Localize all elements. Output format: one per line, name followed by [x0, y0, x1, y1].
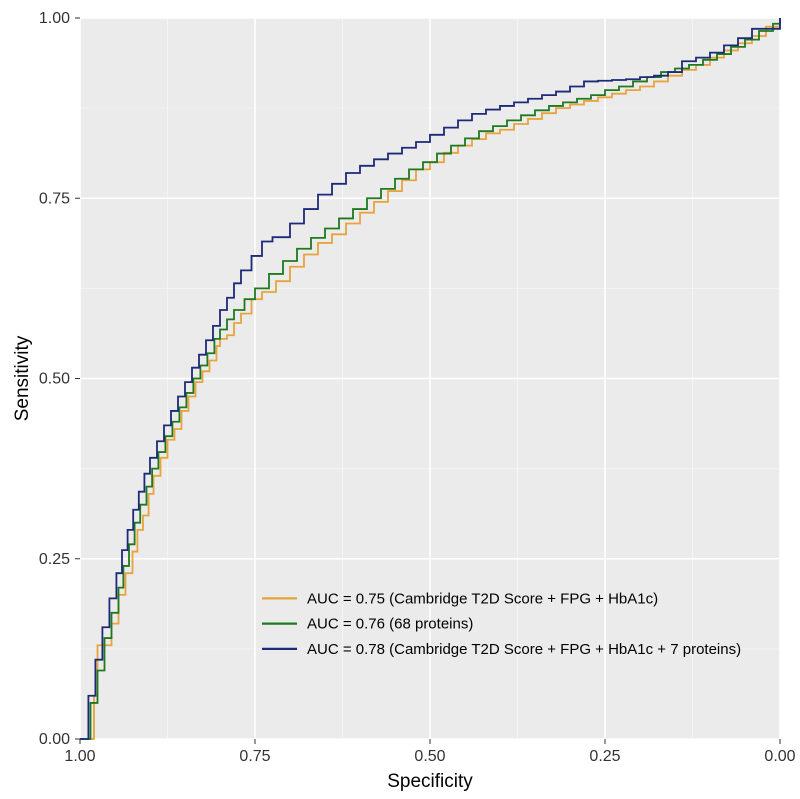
roc-chart: 1.00 0.75 0.50 0.25 0.00 0.00 0.25 0.50 0.75 1.00…	[0, 0, 800, 799]
x-axis-label: Specificity	[387, 771, 473, 792]
x-tick-label: 1.00	[64, 748, 95, 765]
y-tick-label: 0.25	[39, 551, 70, 568]
x-tick-label: 0.75	[239, 748, 270, 765]
legend-label: AUC = 0.75 (Cambridge T2D Score + FPG + …	[307, 590, 658, 607]
legend-label: AUC = 0.76 (68 proteins)	[307, 616, 473, 633]
y-tick-label: 0.75	[39, 190, 70, 207]
x-tick-label: 0.25	[589, 748, 620, 765]
y-tick-label: 0.00	[39, 731, 70, 748]
legend-label: AUC = 0.78 (Cambridge T2D Score + FPG + …	[307, 641, 741, 658]
x-tick-label: 0.00	[764, 748, 795, 765]
roc-svg: 1.00 0.75 0.50 0.25 0.00 0.00 0.25 0.50 0.75 1.00…	[0, 0, 800, 799]
x-tick-label: 0.50	[414, 748, 445, 765]
y-tick-label: 0.50	[39, 371, 70, 388]
y-tick-label: 1.00	[39, 10, 70, 27]
y-axis-label: Sensitivity	[12, 335, 33, 421]
